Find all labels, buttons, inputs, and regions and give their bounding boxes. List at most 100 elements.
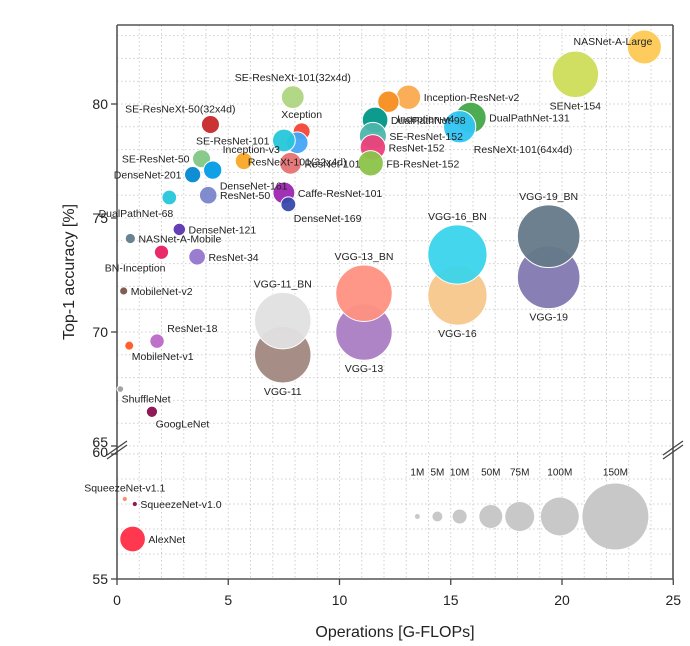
label-resnet-50: ResNet-50 xyxy=(220,190,270,202)
label-se-resnet-152: SE-ResNet-152 xyxy=(389,131,463,143)
label-inception-v3: Inception-v3 xyxy=(223,144,280,156)
bubble-resnet-34 xyxy=(188,247,206,266)
x-tick-label: 25 xyxy=(665,592,681,608)
label-dualpathnet-98: DualPathNet-98 xyxy=(391,115,466,127)
label-vgg-11: VGG-11 xyxy=(264,386,302,398)
label-se-resnet-50: SE-ResNet-50 xyxy=(122,154,190,166)
bubble-dualpathnet-68 xyxy=(161,189,178,206)
label-densenet-161: DenseNet-161 xyxy=(220,180,288,192)
legend-label-100m: 100M xyxy=(547,468,572,479)
label-caffe-resnet-101: Caffe-ResNet-101 xyxy=(298,188,383,200)
bubble-resnet-101 xyxy=(279,151,302,175)
x-tick-label: 15 xyxy=(443,592,459,608)
y-tick-label: 65 xyxy=(92,434,108,450)
label-resnet-152: ResNet-152 xyxy=(389,142,445,154)
label-inception-resnet-v2: Inception-ResNet-v2 xyxy=(424,92,520,104)
bubble-resnet-50 xyxy=(198,185,218,205)
label-nasnet-a-mobile: NASNet-A-Mobile xyxy=(138,234,221,246)
legend-label-150m: 150M xyxy=(603,468,628,479)
legend-label-75m: 75M xyxy=(510,468,529,479)
axis-break-left xyxy=(106,440,128,456)
y-tick-label: 80 xyxy=(92,96,108,112)
bubble-densenet-161 xyxy=(203,160,223,180)
label-densenet-169: DenseNet-169 xyxy=(294,213,362,225)
bubble-squeezenet-v1-0 xyxy=(131,500,138,508)
legend-label-10m: 10M xyxy=(450,468,469,479)
bubble-nasnet-a-mobile xyxy=(124,232,136,245)
grid xyxy=(117,25,673,579)
label-squeezenet-v1-0: SqueezeNet-v1.0 xyxy=(140,499,221,511)
x-tick-label: 20 xyxy=(554,592,570,608)
bubble-alexnet xyxy=(119,525,146,553)
label-vgg-13-bn: VGG-13_BN xyxy=(334,251,393,263)
label-shufflenet: ShuffleNet xyxy=(122,393,171,405)
bubble-shufflenet xyxy=(116,385,125,393)
label-vgg-11-bn: VGG-11_BN xyxy=(254,278,312,290)
y-tick-label: 60 xyxy=(92,444,108,460)
legend-bubble-10m xyxy=(452,509,467,524)
legend-bubble-5m xyxy=(432,511,443,522)
axis-break-right xyxy=(662,440,684,456)
axis-ticks: 0 5 10 15 20 25 65 70 75 80 55 60 xyxy=(92,96,681,608)
y-tick-label: 75 xyxy=(92,210,108,226)
bubble-se-resnext-50-32x4d xyxy=(200,114,220,135)
label-resnet-34: ResNet-34 xyxy=(208,252,258,264)
bubble-senet-154 xyxy=(551,50,600,99)
label-xception: Xception xyxy=(281,109,322,121)
label-resnext-101-32x4d: ResNeXt-101(32x4d) xyxy=(248,157,347,169)
label-resnet-18: ResNet-18 xyxy=(167,323,217,335)
label-resnet-101: ResNet-101 xyxy=(304,158,360,170)
bubble-inception-resnet-v2 xyxy=(395,84,422,110)
bubble-resnet-18 xyxy=(149,333,165,349)
bubble-vgg-11-bn xyxy=(254,291,312,350)
bubble-inception-v4 xyxy=(377,90,400,113)
label-densenet-121: DenseNet-121 xyxy=(189,224,257,236)
label-vgg-16: VGG-16 xyxy=(438,328,477,340)
bubble-densenet-121 xyxy=(172,222,187,237)
bubble-googlenet xyxy=(145,405,159,418)
bubble-nasnet-a-large xyxy=(626,29,662,65)
legend-bubble-100m xyxy=(540,497,579,536)
bubble-vgg-19-bn xyxy=(516,204,581,269)
label-alexnet: AlexNet xyxy=(148,534,185,546)
label-dualpathnet-131: DualPathNet-131 xyxy=(489,113,570,125)
label-senet-154: SENet-154 xyxy=(550,101,602,113)
label-vgg-19-bn: VGG-19_BN xyxy=(519,191,578,203)
bubble-vgg-13-bn xyxy=(335,264,393,322)
label-vgg-16-bn: VGG-16_BN xyxy=(428,211,487,223)
y-tick-label: 70 xyxy=(92,324,108,340)
label-resnext-101-64x4d: ResNeXt-101(64x4d) xyxy=(474,144,573,156)
x-tick-label: 5 xyxy=(224,592,232,608)
bubble-se-resnet-101 xyxy=(271,128,296,153)
y-tick-label: 55 xyxy=(92,571,108,587)
bubbles xyxy=(116,29,662,553)
legend-label-1m: 1M xyxy=(410,468,424,479)
bubble-densenet-169 xyxy=(280,196,297,213)
bubble-mobilenet-v2 xyxy=(119,286,129,296)
bubble-squeezenet-v1-1 xyxy=(121,495,128,503)
axis-break-right xyxy=(662,444,684,460)
x-tick-label: 0 xyxy=(113,592,121,608)
label-fb-resnet-152: FB-ResNet-152 xyxy=(386,158,459,170)
bubble-densenet-201 xyxy=(184,166,202,184)
bubble-mobilenet-v1 xyxy=(124,340,135,351)
label-vgg-19: VGG-19 xyxy=(529,312,568,324)
plot-frame xyxy=(106,24,684,580)
label-se-resnext-50-32x4d: SE-ResNeXt-50(32x4d) xyxy=(125,104,235,116)
label-dualpathnet-68: DualPathNet-68 xyxy=(99,208,174,220)
bubble-bn-inception xyxy=(153,244,170,260)
legend-bubble-75m xyxy=(505,502,535,531)
label-se-resnet-101: SE-ResNet-101 xyxy=(196,135,270,147)
legend-bubble-150m xyxy=(582,483,649,550)
label-mobilenet-v2: MobileNet-v2 xyxy=(131,286,193,298)
label-mobilenet-v1: MobileNet-v1 xyxy=(132,351,194,363)
bubble-inception-v3 xyxy=(234,151,253,171)
bubble-se-resnext-101-32x4d xyxy=(280,85,305,110)
label-googlenet: GoogLeNet xyxy=(156,418,210,430)
label-nasnet-a-large: NASNet-A-Large xyxy=(574,36,653,48)
label-se-resnext-101-32x4d: SE-ResNeXt-101(32x4d) xyxy=(235,72,351,84)
bubble-fb-resnet-152 xyxy=(357,150,384,177)
legend-label-5m: 5M xyxy=(430,468,444,479)
